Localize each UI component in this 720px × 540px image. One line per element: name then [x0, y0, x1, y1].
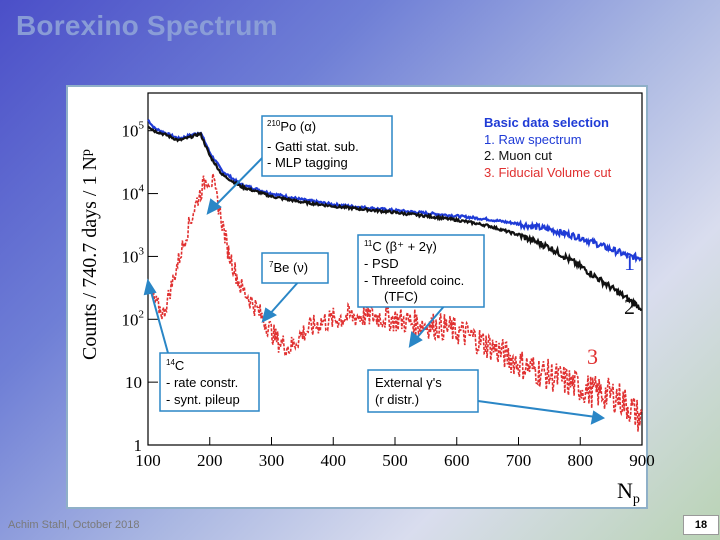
arrow-c14	[149, 287, 169, 354]
x-tick-label: 500	[382, 451, 408, 470]
arrowhead-external	[590, 410, 606, 425]
x-tick-label: 700	[506, 451, 532, 470]
svg-text:14C: 14C	[166, 358, 184, 373]
annotation-c11: 11C (β⁺ + 2γ) - PSD - Threefold coinc. (…	[357, 234, 485, 308]
x-tick-label: 400	[321, 451, 347, 470]
annotation-external: External γ's (r distr.)	[367, 369, 479, 413]
svg-text:- PSD: - PSD	[364, 256, 399, 271]
svg-text:(r distr.): (r distr.)	[375, 392, 419, 407]
svg-text:210Po (α): 210Po (α)	[267, 119, 316, 134]
svg-text:(TFC): (TFC)	[384, 289, 418, 304]
y-tick-label: 105	[122, 120, 145, 141]
annotation-c14: 14C - rate constr. - synt. pileup	[159, 352, 260, 412]
x-tick-label: 200	[197, 451, 223, 470]
slide-title: Borexino Spectrum	[16, 10, 278, 41]
x-tick-label: 900	[629, 451, 655, 470]
arrow-po210	[212, 149, 271, 209]
arrow-external	[477, 400, 597, 418]
arrow-be7	[267, 279, 301, 317]
legend-title: Basic data selection	[484, 115, 609, 130]
svg-text:11C (β⁺ + 2γ): 11C (β⁺ + 2γ)	[364, 239, 437, 254]
y-tick-label: 10	[125, 373, 142, 392]
svg-text:External γ's: External γ's	[375, 375, 442, 390]
y-tick-label: 1	[134, 436, 143, 455]
x-tick-label: 100	[135, 451, 161, 470]
series-line-2	[147, 125, 643, 312]
x-tick-label: 600	[444, 451, 470, 470]
arrowhead-c14	[143, 278, 157, 296]
svg-text:- Gatti stat. sub.: - Gatti stat. sub.	[267, 139, 359, 154]
y-tick-label: 103	[122, 245, 145, 266]
series-label-3: 3	[587, 344, 598, 369]
annotation-be7: 7Be (ν)	[261, 252, 329, 284]
x-tick-label: 800	[568, 451, 594, 470]
x-tick-label: 300	[259, 451, 285, 470]
y-tick-label: 102	[122, 308, 145, 329]
series-label-2: 2	[624, 294, 635, 319]
legend-item-3: 3. Fiducial Volume cut	[484, 165, 612, 180]
arrowhead-be7	[261, 307, 277, 323]
annotation-po210: 210Po (α) - Gatti stat. sub. - MLP taggi…	[261, 115, 393, 177]
svg-text:7Be (ν): 7Be (ν)	[269, 260, 308, 275]
svg-text:- Threefold coinc.: - Threefold coinc.	[364, 273, 464, 288]
y-axis-label: Counts / 740.7 days / 1 Np	[79, 149, 101, 360]
legend-item-2: 2. Muon cut	[484, 148, 552, 163]
series-label-1: 1	[624, 250, 635, 275]
svg-text:- MLP tagging: - MLP tagging	[267, 155, 348, 170]
legend-item-1: 1. Raw spectrum	[484, 132, 582, 147]
arrowhead-po210	[206, 198, 222, 215]
footer-author: Achim Stahl, October 2018	[8, 519, 140, 531]
svg-text:- rate constr.: - rate constr.	[166, 375, 238, 390]
arrowhead-c11	[408, 331, 423, 348]
page-number: 18	[683, 515, 719, 535]
legend: Basic data selection 1. Raw spectrum 2. …	[484, 115, 612, 180]
svg-text:- synt. pileup: - synt. pileup	[166, 392, 240, 407]
x-axis-label: Np	[617, 478, 640, 507]
series-line-3	[147, 173, 643, 432]
y-tick-label: 104	[122, 183, 145, 204]
